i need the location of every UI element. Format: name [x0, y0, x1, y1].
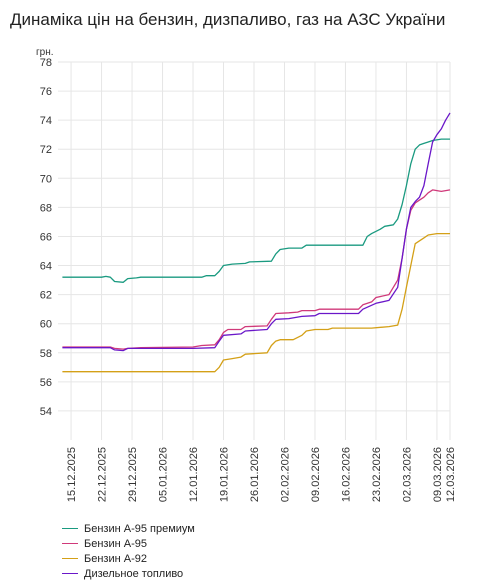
series-line: [62, 138, 450, 283]
y-tick-label: 64: [40, 261, 52, 273]
legend-swatch: [62, 558, 78, 559]
legend-item: Бензин А-95: [62, 536, 195, 551]
x-tick-label: 12.03.2026: [445, 447, 457, 502]
series-lines: [62, 112, 451, 373]
y-tick-label: 60: [40, 319, 52, 331]
legend-label: Дизельное топливо: [84, 567, 184, 580]
chart-title: Динаміка цін на бензин, дизпаливо, газ н…: [10, 10, 446, 29]
chart-legend: Бензин А-95 премиум Бензин А-95 Бензин А-9…: [62, 521, 195, 581]
x-tick-label: 26.01.2026: [249, 447, 261, 502]
x-tick-label: 02.03.2026: [401, 447, 413, 502]
x-tick-label: 22.12.2025: [97, 447, 109, 502]
legend-swatch: [62, 528, 78, 529]
y-tick-label: 62: [40, 290, 52, 302]
y-tick-label: 56: [40, 377, 52, 389]
y-axis-unit-label: грн.: [36, 47, 54, 58]
x-tick-label: 09.03.2026: [432, 447, 444, 502]
legend-item: Бензин А-95 премиум: [62, 521, 195, 536]
legend-label: Бензин А-95: [84, 537, 147, 550]
legend-label: Бензин А-92: [84, 552, 147, 565]
x-tick-label: 16.02.2026: [340, 447, 352, 502]
y-tick-label: 76: [40, 86, 52, 98]
y-tick-label: 68: [40, 202, 52, 214]
legend-item: Дизельное топливо: [62, 566, 195, 581]
chart-grid: [58, 61, 451, 440]
x-axis: 15.12.2025 22.12.2025 29.12.2025 05.01.2026…: [66, 447, 457, 502]
y-tick-label: 58: [40, 348, 52, 360]
price-chart: 54 56 58 60 62 64 66 68 70 72 74 76 78 15.12.2025 22.…: [36, 47, 457, 502]
y-tick-label: 70: [40, 173, 52, 185]
series-line: [62, 112, 451, 352]
legend-label: Бензин А-95 премиум: [84, 522, 195, 535]
x-tick-label: 19.01.2026: [219, 447, 231, 502]
x-tick-label: 12.01.2026: [188, 447, 200, 502]
y-tick-label: 78: [40, 57, 52, 69]
series-line: [62, 232, 450, 373]
series-line: [62, 189, 451, 350]
x-tick-label: 05.01.2026: [158, 447, 170, 502]
y-tick-label: 66: [40, 231, 52, 243]
legend-swatch: [62, 573, 78, 574]
x-tick-label: 02.02.2026: [279, 447, 291, 502]
legend-swatch: [62, 543, 78, 544]
x-tick-label: 09.02.2026: [310, 447, 322, 502]
x-tick-label: 23.02.2026: [371, 447, 383, 502]
y-tick-label: 72: [40, 144, 52, 156]
x-tick-label: 29.12.2025: [127, 447, 139, 502]
y-tick-label: 54: [40, 406, 52, 418]
y-axis: 54 56 58 60 62 64 66 68 70 72 74 76 78: [40, 57, 52, 418]
x-tick-label: 15.12.2025: [66, 447, 78, 502]
legend-item: Бензин А-92: [62, 551, 195, 566]
y-tick-label: 74: [40, 115, 52, 127]
